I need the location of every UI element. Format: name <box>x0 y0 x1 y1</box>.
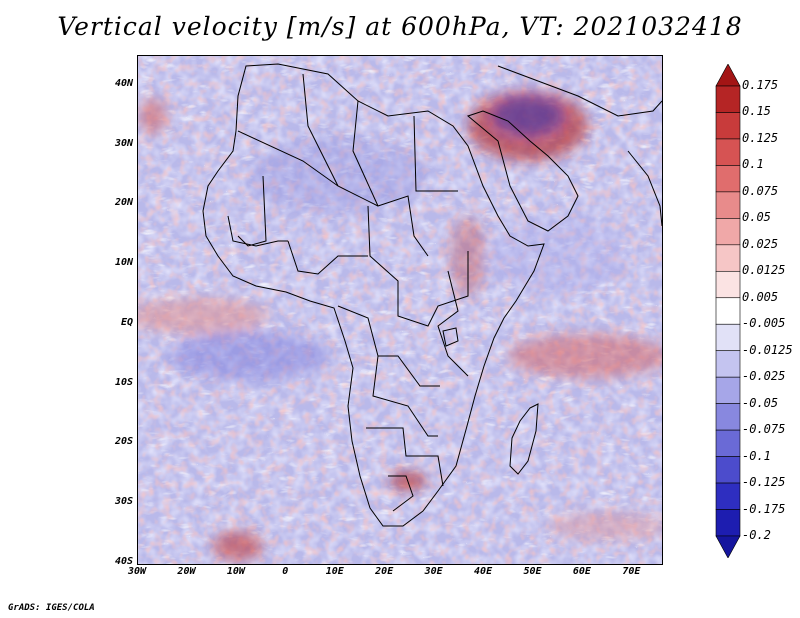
lat-tick-label: 20N <box>114 197 133 209</box>
lat-tick-label: 20S <box>114 436 133 448</box>
lon-tick-label: 40E <box>474 566 493 577</box>
map-title: Vertical velocity [m/s] at 600hPa, VT: 2… <box>57 12 743 41</box>
border-1 <box>237 130 379 207</box>
border-13 <box>437 270 469 377</box>
country-boundaries <box>202 63 662 527</box>
lake-victoria <box>442 327 459 347</box>
colorbar-swatch <box>715 112 741 140</box>
border-2 <box>302 73 339 187</box>
colorbar-swatch <box>715 350 741 378</box>
grads-credit: GrADS: IGES/COLA <box>8 603 95 613</box>
colorbar-tick-label: -0.075 <box>742 422 786 437</box>
colorbar-tick-label: -0.05 <box>742 395 779 410</box>
colorbar-swatch <box>715 191 741 219</box>
madagascar-outline <box>509 403 539 475</box>
lon-tick-label: 20E <box>375 566 394 577</box>
lon-tick-label: 10W <box>226 566 245 577</box>
map-plot-area <box>137 55 663 565</box>
lon-tick-label: 20W <box>177 566 196 577</box>
colorbar-tick-label: 0.025 <box>742 236 779 251</box>
lon-tick-label: 70E <box>622 566 641 577</box>
border-7 <box>337 305 440 387</box>
colorbar-tick-label: -0.125 <box>742 475 786 490</box>
lon-tick-label: 10E <box>325 566 344 577</box>
colorbar-tick-label: 0.125 <box>742 130 779 145</box>
border-12 <box>227 215 288 247</box>
colorbar-tick-label: -0.1 <box>742 448 771 463</box>
colorbar-tick-label: -0.175 <box>742 501 786 516</box>
colorbar-swatch <box>715 270 741 299</box>
india-outline <box>627 150 662 227</box>
colorbar-swatch <box>715 403 741 431</box>
colorbar <box>715 64 741 558</box>
lat-tick-label: 30N <box>114 137 133 149</box>
colorbar-tick-label: -0.005 <box>742 316 786 331</box>
colorbar-swatch <box>715 429 741 457</box>
border-11 <box>287 240 368 275</box>
lon-tick-label: 60E <box>572 566 591 577</box>
colorbar-tick-label: 0.175 <box>742 78 779 92</box>
colorbar-swatch <box>715 165 741 193</box>
lat-tick-label: 40S <box>114 556 133 567</box>
border-3 <box>352 100 429 257</box>
border-4 <box>413 115 458 192</box>
colorbar-swatch <box>715 509 741 537</box>
colorbar-tick-label: -0.025 <box>742 369 786 384</box>
colorbar-swatch <box>715 138 741 166</box>
lat-tick-label: 40N <box>114 77 133 89</box>
lat-tick-label: 10S <box>114 376 133 388</box>
lon-tick-label: 30E <box>424 566 443 577</box>
colorbar-tick-label: -0.2 <box>742 528 771 542</box>
lat-tick-label: 30S <box>114 496 133 508</box>
colorbar-tick-label: 0.05 <box>742 210 771 225</box>
colorbar-tick-label: -0.0125 <box>742 342 793 357</box>
lon-tick-label: 30W <box>128 566 147 577</box>
africa-coastline <box>202 63 545 527</box>
colorbar-tick-label: 0.1 <box>742 157 764 172</box>
velocity-field-map <box>138 56 662 564</box>
lat-tick-label: EQ <box>120 316 133 328</box>
border-5 <box>237 175 267 247</box>
colorbar-swatch <box>715 456 741 484</box>
colorbar-swatch <box>715 482 741 510</box>
colorbar-swatch <box>715 376 741 404</box>
colorbar-tick-label: 0.075 <box>742 183 779 198</box>
lon-tick-label: 50E <box>523 566 542 577</box>
colorbar-swatch <box>715 64 741 87</box>
colorbar-swatch <box>715 535 741 558</box>
arabia-outline <box>466 110 579 232</box>
border-8 <box>372 355 438 437</box>
lat-tick-label: 10N <box>114 257 133 269</box>
field-highlights <box>138 91 662 561</box>
colorbar-tick-label: 0.0125 <box>742 263 786 278</box>
persia-outline <box>497 65 662 117</box>
border-9 <box>366 427 444 487</box>
colorbar-tick-label: 0.005 <box>742 289 779 304</box>
colorbar-swatch <box>715 297 741 325</box>
border-10 <box>388 475 414 512</box>
colorbar-swatch <box>715 244 741 272</box>
lon-tick-label: 0 <box>282 566 289 577</box>
colorbar-tick-label: 0.15 <box>742 104 771 119</box>
colorbar-swatch <box>715 323 741 352</box>
border-6 <box>367 205 469 327</box>
colorbar-swatch <box>715 218 741 246</box>
colorbar-swatch <box>715 85 741 113</box>
